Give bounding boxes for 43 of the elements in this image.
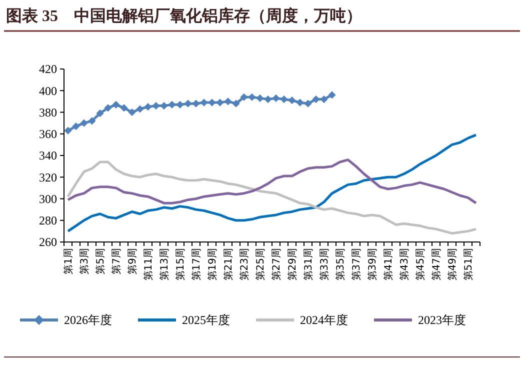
legend-label: 2023年度: [418, 313, 466, 328]
y-tick-label: 420: [39, 62, 57, 76]
legend-label: 2025年度: [182, 313, 230, 328]
x-tick-label: 第25周: [254, 248, 266, 281]
legend-label: 2026年度: [64, 313, 112, 328]
x-tick-label: 第39周: [366, 248, 378, 281]
y-tick-label: 340: [39, 148, 57, 163]
line-series: [66, 158, 478, 204]
line-series: [66, 160, 478, 235]
x-tick-label: 第37周: [350, 248, 362, 281]
x-tick-label: 第45周: [414, 248, 426, 281]
x-tick-label: 第1周: [62, 248, 74, 274]
x-tick-label: 第41周: [382, 248, 394, 281]
x-tick-label: 第11周: [142, 248, 154, 281]
x-tick-label: 第27周: [270, 248, 282, 281]
x-tick-label: 第15周: [174, 248, 186, 281]
line-series: [66, 134, 478, 232]
x-tick-label: 第49周: [446, 248, 458, 281]
x-tick-label: 第9周: [126, 248, 138, 274]
y-tick-label: 400: [39, 84, 57, 98]
legend-label: 2024年度: [300, 313, 348, 328]
x-tick-label: 第31周: [302, 248, 314, 281]
y-tick-label: 360: [39, 127, 57, 142]
y-tick-label: 260: [39, 235, 57, 250]
x-tick-label: 第47周: [430, 248, 442, 281]
x-tick-label: 第3周: [78, 248, 90, 274]
x-tick-label: 第23周: [238, 248, 250, 281]
y-tick-label: 300: [39, 192, 57, 206]
y-tick-label: 280: [39, 214, 57, 228]
y-tick-label: 320: [39, 170, 57, 184]
x-tick-label: 第19周: [206, 248, 218, 281]
x-tick-label: 第17周: [190, 248, 202, 281]
x-tick-label: 第29周: [286, 248, 298, 281]
y-tick-label: 380: [39, 105, 57, 120]
x-tick-label: 第13周: [158, 248, 170, 281]
x-tick-label: 第51周: [462, 248, 474, 281]
x-tick-label: 第21周: [222, 248, 234, 281]
x-tick-label: 第35周: [334, 248, 346, 281]
chart-title: 图表 35 中国电解铝厂氧化铝库存（周度，万吨）: [6, 6, 362, 25]
x-tick-label: 第7周: [110, 248, 122, 274]
x-tick-label: 第5周: [94, 248, 106, 274]
x-tick-label: 第33周: [318, 248, 330, 281]
x-tick-label: 第43周: [398, 248, 410, 281]
